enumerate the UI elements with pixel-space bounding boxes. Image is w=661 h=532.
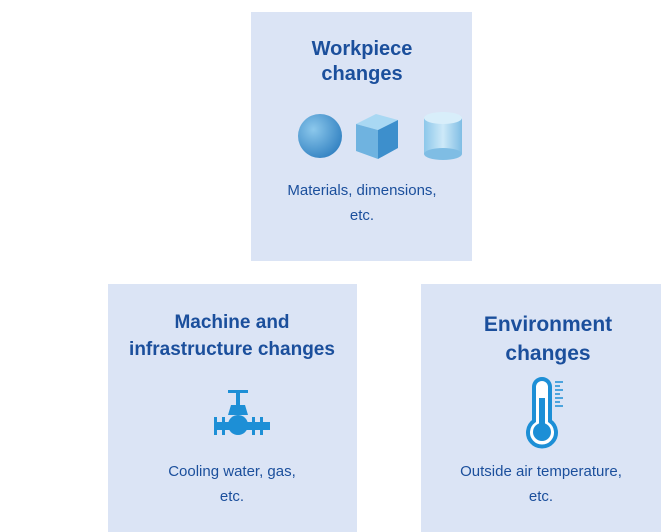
box-title: changes	[505, 342, 590, 365]
box-description: Outside air temperature,	[460, 463, 622, 480]
box-description: Cooling water, gas,	[168, 463, 296, 480]
box-title: Machine and	[174, 312, 289, 333]
valve-icon	[214, 390, 270, 435]
box-title: changes	[321, 63, 402, 85]
box-description: etc.	[529, 488, 553, 505]
shape-icons	[298, 112, 462, 160]
box-title: Environment	[484, 313, 612, 336]
box-description: Materials, dimensions,	[287, 182, 436, 199]
box-title: infrastructure changes	[129, 339, 335, 360]
box-description: etc.	[220, 488, 244, 505]
box-title: Workpiece	[312, 38, 413, 60]
thermometer-icon	[526, 377, 563, 449]
box-description: etc.	[350, 207, 374, 224]
